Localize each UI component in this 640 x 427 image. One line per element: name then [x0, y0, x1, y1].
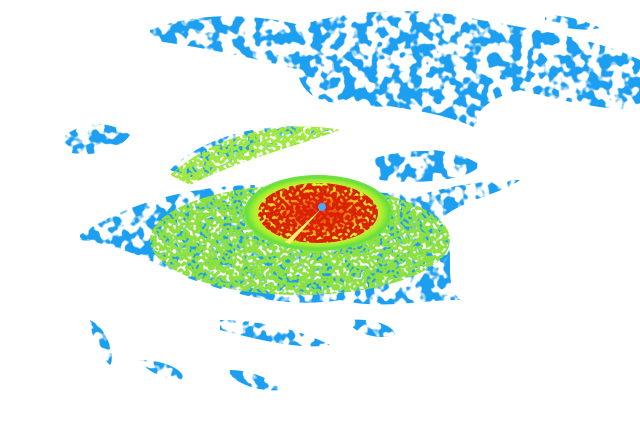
core-speckle — [258, 183, 378, 243]
center-point — [318, 203, 326, 211]
streak — [285, 208, 322, 244]
